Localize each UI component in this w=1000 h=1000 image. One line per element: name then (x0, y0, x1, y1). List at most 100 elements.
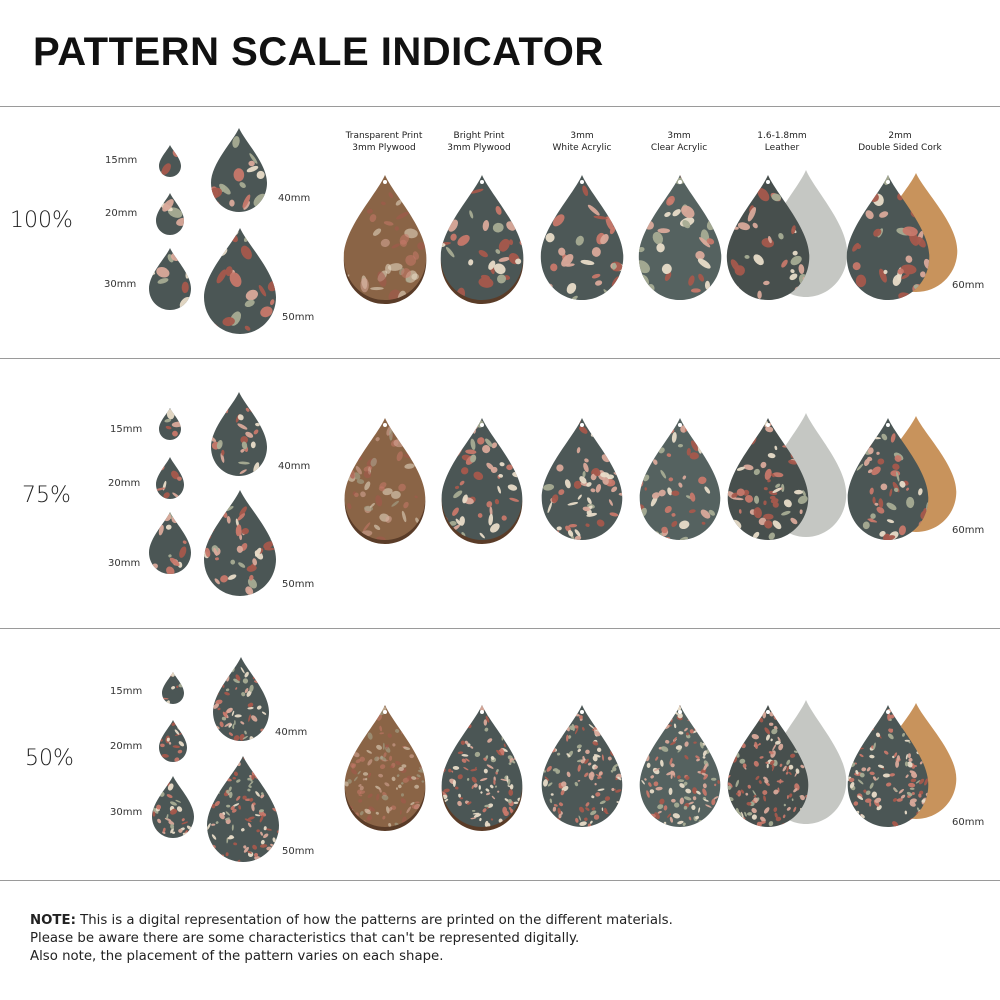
pattern-spot (380, 756, 387, 762)
pattern-spot (918, 488, 923, 496)
pattern-spot (358, 794, 363, 797)
pattern-spot (552, 806, 557, 812)
pattern-spot (470, 454, 477, 463)
pattern-spot (889, 718, 892, 722)
pattern-spot (386, 806, 390, 814)
pattern-spot (487, 803, 494, 808)
pattern-spot (802, 490, 806, 497)
pattern-spot (488, 513, 494, 526)
pattern-spot (238, 461, 250, 465)
pattern-spot (781, 483, 785, 493)
pattern-spot (507, 799, 512, 804)
pattern-spot (575, 817, 579, 823)
material-header-white-acrylic: 3mm White Acrylic (522, 130, 642, 154)
pattern-spot (241, 692, 246, 697)
pattern-spot (678, 520, 690, 530)
pattern-spot (263, 826, 267, 831)
pattern-spot (579, 806, 585, 813)
pattern-spot (799, 509, 803, 515)
pattern-spot (501, 718, 506, 723)
pattern-spot (164, 721, 170, 725)
pattern-spot (459, 797, 464, 800)
pattern-spot (368, 806, 376, 812)
pattern-spot (409, 754, 415, 759)
pattern-spot (773, 807, 778, 813)
pattern-spot (231, 808, 237, 813)
pattern-spot (550, 740, 556, 745)
pattern-spot (373, 423, 378, 427)
pattern-spot (905, 754, 908, 760)
pattern-spot (585, 807, 590, 811)
pattern-spot (759, 756, 764, 759)
pattern-spot (742, 728, 746, 732)
pattern-spot (210, 777, 215, 784)
pattern-spot (553, 804, 558, 807)
size-sample-40mm (213, 657, 269, 741)
pattern-spot (444, 707, 450, 712)
pattern-spot (596, 747, 602, 752)
pattern-spot (763, 500, 767, 506)
pattern-spot (870, 705, 876, 711)
pattern-spot (790, 255, 802, 266)
pattern-spot (350, 474, 355, 479)
pattern-spot (896, 713, 902, 719)
pattern-spot (655, 786, 663, 791)
pattern-spot (729, 740, 733, 743)
pattern-spot (770, 473, 775, 478)
pattern-spot (644, 748, 646, 754)
pattern-spot (359, 708, 363, 713)
pattern-spot (604, 796, 611, 801)
pattern-spot (369, 214, 377, 223)
pattern-spot (474, 751, 481, 758)
size-label: 40mm (275, 727, 308, 738)
material-sample (344, 418, 426, 540)
pattern-spot (405, 254, 417, 266)
pattern-spot (453, 732, 459, 740)
pattern-spot (347, 422, 357, 430)
pattern-spot (773, 789, 779, 795)
pattern-spot (267, 509, 274, 515)
pattern-spot (898, 788, 904, 794)
pattern-spot (765, 734, 770, 741)
pattern-spot (706, 187, 717, 198)
pattern-spot (775, 740, 781, 745)
pattern-spot (463, 767, 469, 771)
pattern-spot (344, 819, 347, 825)
pattern-spot (737, 790, 742, 797)
pattern-spot (220, 657, 226, 660)
pattern-spot (486, 764, 494, 769)
hole-icon (886, 180, 890, 184)
pattern-spot (513, 801, 519, 805)
pattern-spot (672, 209, 681, 217)
material-line2: Clear Acrylic (650, 143, 708, 153)
pattern-spot (478, 250, 488, 258)
pattern-spot (916, 807, 920, 811)
pattern-spot (638, 187, 646, 195)
pattern-spot (401, 707, 404, 711)
pattern-spot (353, 732, 357, 738)
pattern-spot (391, 776, 396, 782)
pattern-spot (225, 811, 230, 816)
pattern-spot (398, 705, 402, 710)
pattern-spot (793, 788, 798, 793)
pattern-spot (753, 794, 757, 798)
pattern-spot (399, 810, 402, 815)
pattern-spot (593, 215, 608, 220)
pattern-spot (351, 421, 356, 426)
pattern-spot (671, 490, 680, 496)
pattern-spot (613, 816, 620, 820)
pattern-spot (702, 705, 705, 709)
pattern-spot (763, 487, 768, 491)
pattern-spot (511, 760, 516, 764)
pattern-spot (355, 466, 362, 475)
pattern-spot (583, 462, 589, 473)
pattern-spot (714, 815, 721, 819)
pattern-spot (508, 707, 513, 711)
pattern-spot (217, 707, 221, 711)
pattern-spot (861, 737, 865, 741)
pattern-spot (873, 705, 879, 708)
pattern-spot (513, 459, 518, 464)
pattern-spot (849, 821, 854, 827)
pattern-spot (907, 753, 911, 759)
pattern-spot (218, 671, 223, 679)
